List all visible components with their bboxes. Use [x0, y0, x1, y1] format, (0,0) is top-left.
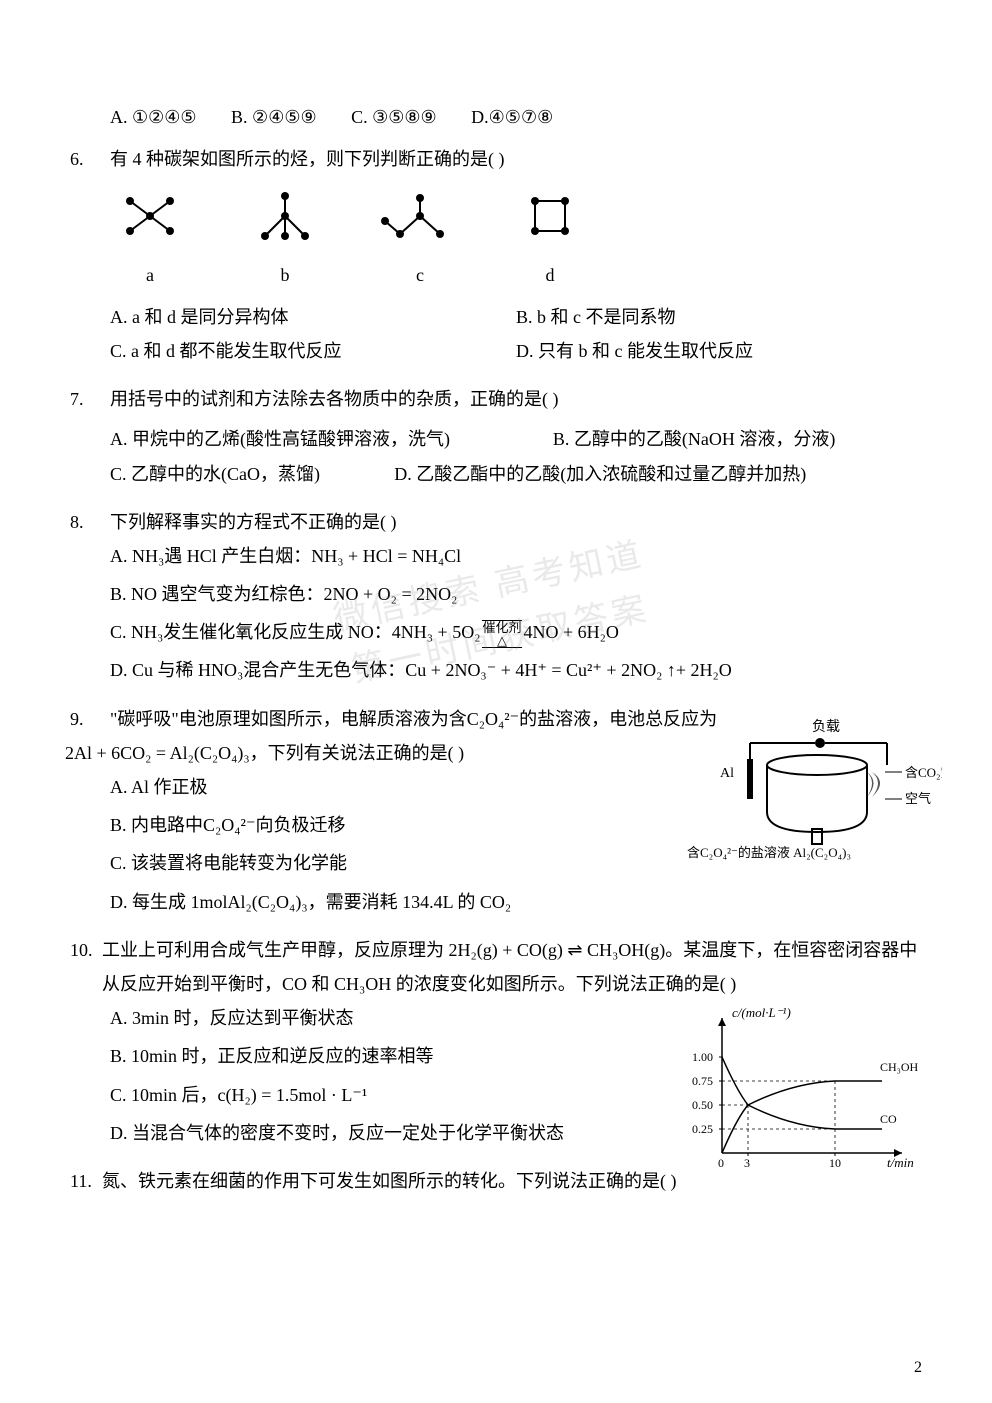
- q7-stem: 用括号中的试剂和方法除去各物质中的杂质，正确的是( ): [110, 382, 922, 416]
- q8-opt-b: B. NO 遇空气变为红棕色：2NO + O₂ = 2NO₂: [110, 577, 922, 611]
- q8-opt-a-pre: A. NH₃遇 HCl 产生白烟：: [110, 546, 311, 566]
- q5-opt-b: B. ②④⑤⑨: [231, 100, 317, 134]
- q9-num: 9.: [70, 702, 110, 736]
- q9-fig-al-text: Al: [720, 766, 734, 781]
- q7-opt-c: C. 乙醇中的水(CaO，蒸馏): [110, 457, 394, 491]
- q6-diagram-d: d: [520, 186, 580, 291]
- svg-text:10: 10: [829, 1156, 841, 1170]
- q8-opt-c-pre: C. NH₃发生催化氧化反应生成 NO：: [110, 622, 392, 642]
- svg-text:0.50: 0.50: [692, 1098, 713, 1112]
- q6-stem: 有 4 种碳架如图所示的烃，则下列判断正确的是( ): [110, 142, 922, 176]
- q10-chart-xlabel: t/min: [887, 1155, 914, 1170]
- question-9: 9. "碳呼吸"电池原理如图所示，电解质溶液为含C₂O₄²⁻的盐溶液，电池总反应…: [70, 702, 922, 919]
- q6-label-b: b: [250, 258, 320, 292]
- q6-label-c: c: [380, 258, 460, 292]
- q6-num: 6.: [70, 142, 110, 176]
- q9-fig-solution-text: 含C₂O₄²⁻的盐溶液 Al₂(C₂O₄)₃: [687, 845, 851, 860]
- q8-opt-c-eq-r: 4NO + 6H₂O: [524, 622, 619, 642]
- q6-diagram-a: a: [110, 186, 190, 291]
- svg-text:0: 0: [718, 1156, 724, 1170]
- q9-opt-d: D. 每生成 1molAl₂(C₂O₄)₃，需要消耗 134.4L 的 CO₂: [110, 885, 922, 919]
- q8-opt-d-eq: Cu + 2NO₃⁻ + 4H⁺ = Cu²⁺ + 2NO₂ ↑+ 2H₂O: [405, 660, 732, 680]
- q6-label-a: a: [110, 258, 190, 292]
- question-6: 6. 有 4 种碳架如图所示的烃，则下列判断正确的是( ) a: [70, 142, 922, 368]
- q6-opt-c: C. a 和 d 都不能发生取代反应: [110, 334, 516, 368]
- q5-options: A. ①②④⑤ B. ②④⑤⑨ C. ③⑤⑧⑨ D.④⑤⑦⑧: [70, 100, 922, 134]
- q10-series-ch3oh: CH₃OH: [880, 1060, 919, 1074]
- q7-opt-b: B. 乙醇中的乙酸(NaOH 溶液，分液): [553, 422, 922, 456]
- svg-text:0.25: 0.25: [692, 1122, 713, 1136]
- q5-opt-a: A. ①②④⑤: [110, 100, 197, 134]
- q8-opt-d: D. Cu 与稀 HNO₃混合产生无色气体：Cu + 2NO₃⁻ + 4H⁺ =…: [110, 653, 922, 687]
- q10-chart-ylabel: c/(mol·L⁻¹): [732, 1005, 791, 1020]
- q11-num: 11.: [70, 1164, 102, 1198]
- q8-opt-a: A. NH₃遇 HCl 产生白烟：NH₃ + HCl = NH₄Cl: [110, 539, 922, 573]
- q7-opt-a: A. 甲烷中的乙烯(酸性高锰酸钾溶液，洗气): [110, 422, 553, 456]
- q10-opt-a: A. 3min 时，反应达到平衡状态: [110, 1001, 610, 1035]
- q6-opt-a: A. a 和 d 是同分异构体: [110, 300, 516, 334]
- q6-diagram-b: b: [250, 186, 320, 291]
- q6-label-d: d: [520, 258, 580, 292]
- q10-opt-c: C. 10min 后，c(H₂) = 1.5mol · L⁻¹: [110, 1078, 610, 1112]
- q10-stem: 工业上可利用合成气生产甲醇，反应原理为 2H₂(g) + CO(g) ⇌ CH₃…: [102, 933, 922, 1001]
- q9-fig-air2-text: 空气: [905, 791, 931, 806]
- q10-opt-d: D. 当混合气体的密度不变时，反应一定处于化学平衡状态: [110, 1116, 610, 1150]
- q8-num: 8.: [70, 505, 110, 539]
- q8-opt-c-eq-l: 4NH₃ + 5O₂: [392, 622, 481, 642]
- q8-stem: 下列解释事实的方程式不正确的是( ): [110, 505, 922, 539]
- q8-delta: △: [497, 633, 507, 648]
- question-8: 8. 下列解释事实的方程式不正确的是( ) A. NH₃遇 HCl 产生白烟：N…: [70, 505, 922, 688]
- page-number: 2: [914, 1353, 922, 1383]
- q6-opt-b: B. b 和 c 不是同系物: [516, 300, 922, 334]
- q9-fig-air-text: 含CO₂空气: [905, 765, 942, 780]
- q8-opt-a-eq: NH₃ + HCl = NH₄Cl: [311, 546, 461, 566]
- q8-opt-d-pre: D. Cu 与稀 HNO₃混合产生无色气体：: [110, 660, 405, 680]
- svg-text:1.00: 1.00: [692, 1050, 713, 1064]
- q5-opt-d: D.④⑤⑦⑧: [471, 100, 553, 134]
- q8-opt-c: C. NH₃发生催化氧化反应生成 NO：4NH₃ + 5O₂催化剂△4NO + …: [110, 615, 922, 649]
- svg-text:3: 3: [744, 1156, 750, 1170]
- q10-opt-b: B. 10min 时，正反应和逆反应的速率相等: [110, 1039, 610, 1073]
- q10-chart: 0.25 0.50 0.75 1.00 0 3 10 c/(mol·L⁻¹) t…: [682, 1003, 932, 1184]
- q5-opt-c: C. ③⑤⑧⑨: [351, 100, 437, 134]
- q7-num: 7.: [70, 382, 110, 416]
- q7-opt-d: D. 乙酸乙酯中的乙酸(加入浓硫酸和过量乙醇并加热): [394, 457, 922, 491]
- q6-diagram-row: a b: [70, 186, 922, 291]
- svg-text:0.75: 0.75: [692, 1074, 713, 1088]
- question-10: 10. 工业上可利用合成气生产甲醇，反应原理为 2H₂(g) + CO(g) ⇌…: [70, 933, 922, 1150]
- q6-opt-d: D. 只有 b 和 c 能发生取代反应: [516, 334, 922, 368]
- q8-opt-b-eq: 2NO + O₂ = 2NO₂: [324, 584, 458, 604]
- q9-fig-load-text: 负载: [812, 719, 840, 735]
- q6-diagram-c: c: [380, 186, 460, 291]
- q10-series-co: CO: [880, 1112, 897, 1126]
- q9-figure: 负载 Al 含CO₂空气 空气 含C₂O₄²⁻的盐溶液 Al₂(C₂O₄)₃: [662, 717, 942, 878]
- q8-opt-b-pre: B. NO 遇空气变为红棕色：: [110, 584, 324, 604]
- question-7: 7. 用括号中的试剂和方法除去各物质中的杂质，正确的是( ) A. 甲烷中的乙烯…: [70, 382, 922, 491]
- q10-num: 10.: [70, 933, 102, 1001]
